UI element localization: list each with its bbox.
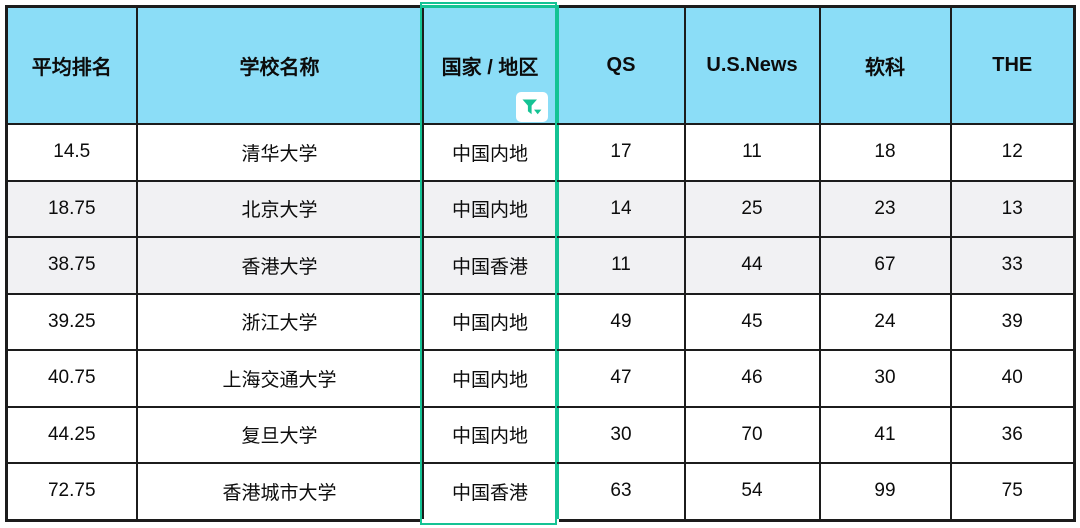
cell-region: 中国内地 — [421, 292, 559, 351]
col-header-qs: QS — [556, 5, 686, 125]
cell-the: 75 — [949, 462, 1076, 521]
col-header-label: 国家 / 地区 — [441, 57, 539, 79]
cell-ruanke: 67 — [818, 236, 952, 295]
cell-qs: 11 — [556, 236, 686, 295]
col-header-label: QS — [606, 54, 636, 76]
table-row: 18.75 北京大学 中国内地 14 25 23 13 — [5, 179, 1076, 238]
col-header-school: 学校名称 — [135, 5, 424, 125]
cell-usnews: 46 — [683, 349, 821, 408]
col-header-label: THE — [992, 54, 1033, 76]
filter-button[interactable] — [515, 92, 548, 122]
cell-school: 清华大学 — [135, 123, 424, 182]
table-row: 72.75 香港城市大学 中国香港 63 54 99 75 — [5, 462, 1076, 522]
cell-region: 中国内地 — [421, 405, 559, 464]
col-header-usnews: U.S.News — [683, 5, 821, 125]
table-row: 14.5 清华大学 中国内地 17 11 18 12 — [5, 123, 1076, 182]
cell-ruanke: 30 — [818, 349, 952, 408]
col-header-ruanke: 软科 — [818, 5, 952, 125]
cell-avg_rank: 72.75 — [5, 462, 138, 521]
cell-school: 香港大学 — [135, 236, 424, 295]
cell-avg_rank: 39.25 — [5, 292, 138, 351]
cell-usnews: 25 — [683, 179, 821, 238]
cell-qs: 14 — [556, 179, 686, 238]
cell-region: 中国内地 — [421, 349, 559, 408]
col-header-label: 软科 — [865, 57, 905, 79]
filter-funnel-icon — [522, 99, 541, 114]
cell-school: 北京大学 — [135, 179, 424, 238]
cell-avg_rank: 44.25 — [5, 405, 138, 464]
cell-qs: 30 — [556, 405, 686, 464]
table-row: 38.75 香港大学 中国香港 11 44 67 33 — [5, 236, 1076, 295]
table-row: 44.25 复旦大学 中国内地 30 70 41 36 — [5, 405, 1076, 464]
col-header-label: U.S.News — [706, 54, 798, 76]
cell-ruanke: 23 — [818, 179, 952, 238]
cell-the: 13 — [949, 179, 1076, 238]
cell-avg_rank: 18.75 — [5, 179, 138, 238]
cell-qs: 17 — [556, 123, 686, 182]
cell-usnews: 45 — [683, 292, 821, 351]
table-body: 14.5 清华大学 中国内地 17 11 18 12 18.75 北京大学 中国内地 14 25 23 1… — [5, 123, 1076, 522]
cell-school: 复旦大学 — [135, 405, 424, 464]
cell-avg_rank: 38.75 — [5, 236, 138, 295]
cell-qs: 49 — [556, 292, 686, 351]
cell-qs: 63 — [556, 462, 686, 521]
cell-the: 12 — [949, 123, 1076, 182]
col-header-avg-rank: 平均排名 — [5, 5, 138, 125]
col-header-region: 国家 / 地区 — [421, 5, 559, 125]
cell-school: 浙江大学 — [135, 292, 424, 351]
cell-the: 36 — [949, 405, 1076, 464]
cell-region: 中国内地 — [421, 123, 559, 182]
col-header-label: 学校名称 — [239, 57, 320, 79]
cell-the: 33 — [949, 236, 1076, 295]
cell-usnews: 44 — [683, 236, 821, 295]
table-row: 39.25 浙江大学 中国内地 49 45 24 39 — [5, 292, 1076, 351]
cell-school: 上海交通大学 — [135, 349, 424, 408]
cell-school: 香港城市大学 — [135, 462, 424, 521]
cell-region: 中国内地 — [421, 179, 559, 238]
cell-ruanke: 99 — [818, 462, 952, 521]
cell-ruanke: 18 — [818, 123, 952, 182]
cell-avg_rank: 40.75 — [5, 349, 138, 408]
cell-the: 40 — [949, 349, 1076, 408]
cell-ruanke: 41 — [818, 405, 952, 464]
cell-avg_rank: 14.5 — [5, 123, 138, 182]
header-row: 平均排名 学校名称 国家 / 地区 QS — [5, 5, 1076, 125]
cell-region: 中国香港 — [421, 462, 559, 522]
table-row: 40.75 上海交通大学 中国内地 47 46 30 40 — [5, 349, 1076, 408]
cell-usnews: 70 — [683, 405, 821, 464]
cell-the: 39 — [949, 292, 1076, 351]
cell-ruanke: 24 — [818, 292, 952, 351]
cell-usnews: 54 — [683, 462, 821, 521]
cell-region: 中国香港 — [421, 236, 559, 295]
col-header-label: 平均排名 — [31, 57, 112, 79]
university-ranking-table: 平均排名 学校名称 国家 / 地区 QS — [5, 5, 1076, 522]
col-header-the: THE — [949, 5, 1076, 125]
cell-qs: 47 — [556, 349, 686, 408]
cell-usnews: 11 — [683, 123, 821, 182]
